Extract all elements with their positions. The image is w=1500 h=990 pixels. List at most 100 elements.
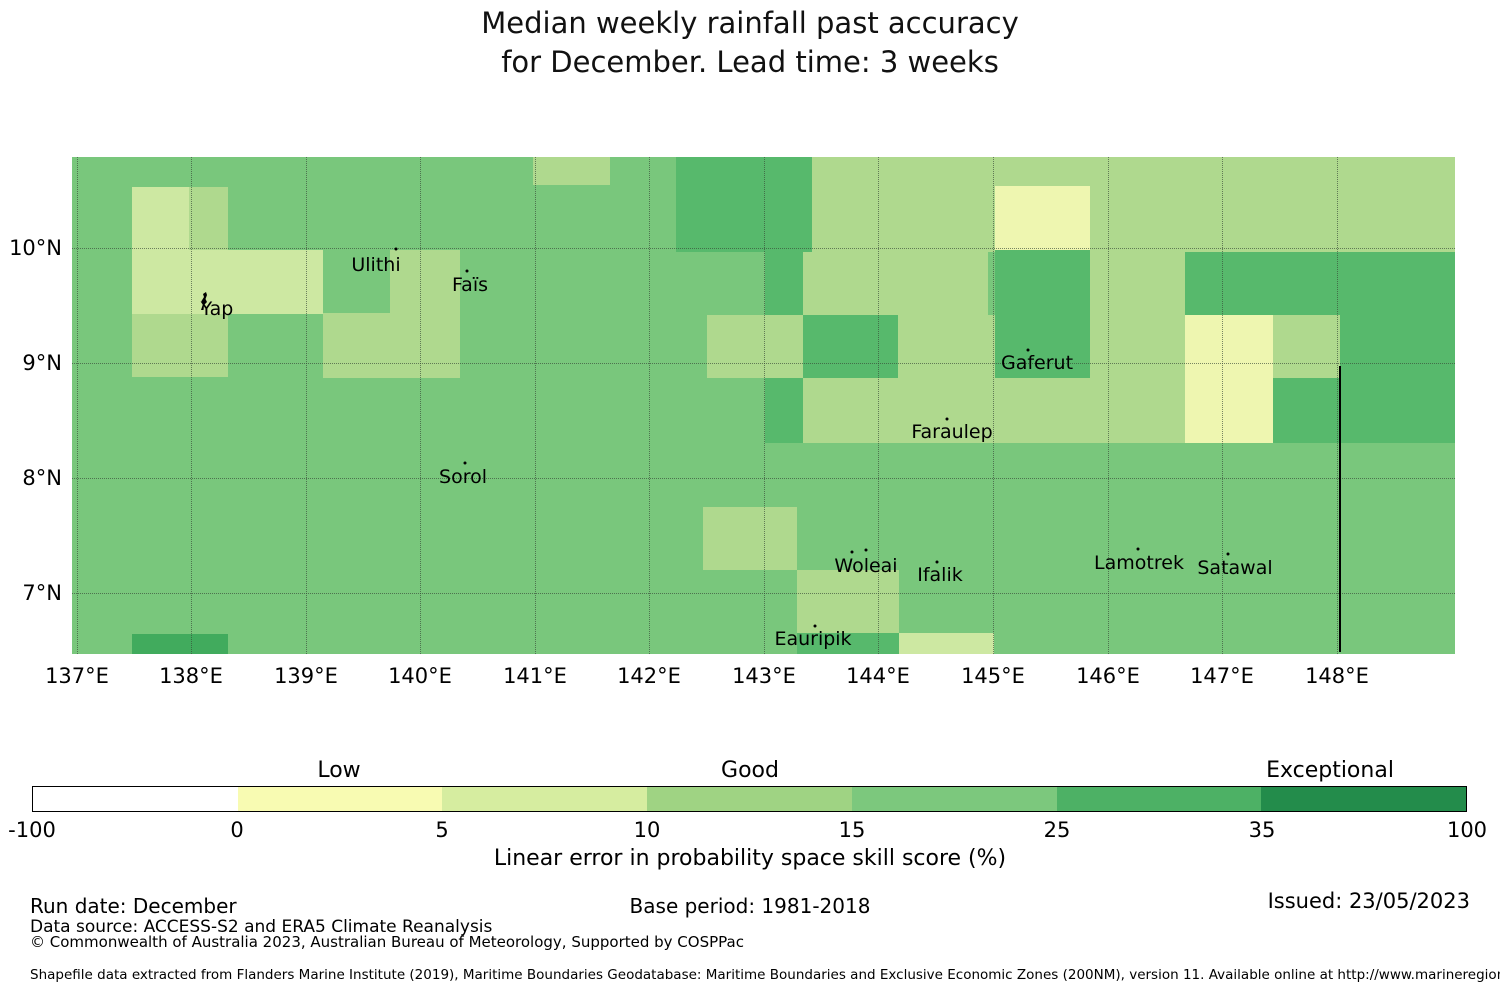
x-tick-label: 143°E xyxy=(732,664,796,688)
island-marker-dot xyxy=(813,624,817,628)
island-marker-dot xyxy=(945,417,949,421)
map-cell-bin-10-15 xyxy=(189,187,228,250)
footer-run-date: Run date: December xyxy=(30,894,237,918)
map-cell-bin-10-15 xyxy=(803,378,1185,443)
colorbar-category-good: Good xyxy=(721,758,779,783)
colorbar-category-exceptional: Exceptional xyxy=(1266,758,1394,783)
colorbar-segment-4 xyxy=(851,787,1057,811)
meridian-gridline xyxy=(420,157,421,654)
map-cell-bin-10-15 xyxy=(1273,315,1340,378)
meridian-gridline xyxy=(993,157,994,654)
meridian-gridline xyxy=(1108,157,1109,654)
footer-data-source: Data source: ACCESS-S2 and ERA5 Climate … xyxy=(30,917,493,937)
colorbar-tick-label: 10 xyxy=(633,818,661,842)
colorbar-tick-label: 25 xyxy=(1043,818,1071,842)
colorbar-segment-6 xyxy=(1261,787,1466,811)
map-cell-bin-0-5 xyxy=(1185,315,1273,443)
colorbar-category-low: Low xyxy=(317,758,361,783)
island-marker-dot xyxy=(465,269,469,273)
map-cell-bin-25-35 xyxy=(1340,315,1455,378)
map-cell-bin-25-35 xyxy=(676,157,812,252)
colorbar-tick-label: -100 xyxy=(8,818,56,842)
x-tick-label: 148°E xyxy=(1305,664,1369,688)
map-cell-bin-10-15 xyxy=(797,570,899,633)
map-cell-bin-5-10 xyxy=(132,187,189,250)
map-cell-bin-10-15 xyxy=(803,252,988,315)
meridian-gridline xyxy=(1337,157,1338,654)
island-marker-dot xyxy=(1026,348,1030,352)
chart-title: Median weekly rainfall past accuracy for… xyxy=(0,4,1500,82)
chart-title-line1: Median weekly rainfall past accuracy xyxy=(481,6,1019,40)
island-label-ifalik: Ifalik xyxy=(917,564,963,586)
map-cell-bin-25-35 xyxy=(1273,378,1455,443)
x-tick-label: 139°E xyxy=(274,664,338,688)
footer-issued: Issued: 23/05/2023 xyxy=(1267,889,1470,913)
map-cell-bin-25-35 xyxy=(797,633,899,654)
meridian-gridline xyxy=(77,157,78,654)
island-label-faraulep: Faraulep xyxy=(911,421,993,443)
map-cell-bin-25-35 xyxy=(1185,252,1455,315)
map-cell-bin-5-10 xyxy=(132,250,323,314)
meridian-gridline xyxy=(191,157,192,654)
map-cell-bin-10-15 xyxy=(323,313,460,378)
footer-base-period: Base period: 1981-2018 xyxy=(629,894,871,918)
meridian-gridline xyxy=(1222,157,1223,654)
meridian-gridline xyxy=(649,157,650,654)
eez-boundary-line xyxy=(1339,366,1341,652)
map-cell-bin-10-15 xyxy=(390,250,460,313)
map-cell-bin-10-15 xyxy=(898,315,995,380)
map-cell-bin-0-5 xyxy=(995,186,1090,250)
x-tick-label: 146°E xyxy=(1076,664,1140,688)
x-tick-label: 142°E xyxy=(617,664,681,688)
island-marker-dot xyxy=(394,247,398,251)
colorbar-segment-2 xyxy=(442,787,648,811)
island-label-woleai: Woleai xyxy=(834,555,898,577)
colorbar-tick-label: 15 xyxy=(838,818,866,842)
x-tick-label: 147°E xyxy=(1190,664,1254,688)
map-cell-bin-10-15 xyxy=(703,507,797,570)
chart-title-line2: for December. Lead time: 3 weeks xyxy=(501,45,999,79)
meridian-gridline xyxy=(535,157,536,654)
map-cell-bin-35-100 xyxy=(132,634,228,654)
island-marker-dot xyxy=(935,560,939,564)
colorbar-segment-0 xyxy=(33,787,238,811)
y-tick-label: 10°N xyxy=(9,236,62,260)
island-marker-dot xyxy=(864,548,868,552)
parallel-gridline xyxy=(72,248,1455,249)
colorbar-tick-label: 35 xyxy=(1248,818,1276,842)
meridian-gridline xyxy=(764,157,765,654)
map-cell-bin-10-15 xyxy=(707,315,803,378)
footer-shapefile-note: Shapefile data extracted from Flanders M… xyxy=(30,967,1500,983)
footer-copyright: © Commonwealth of Australia 2023, Austra… xyxy=(30,933,744,951)
x-tick-label: 137°E xyxy=(45,664,109,688)
meridian-gridline xyxy=(306,157,307,654)
island-label-satawal: Satawal xyxy=(1197,557,1273,579)
colorbar-tick-label: 5 xyxy=(435,818,449,842)
map-cell-bin-10-15 xyxy=(1090,252,1185,378)
colorbar xyxy=(32,786,1467,812)
island-label-faïs: Faïs xyxy=(451,274,489,296)
island-label-ulithi: Ulithi xyxy=(351,254,401,276)
colorbar-axis-label: Linear error in probability space skill … xyxy=(493,846,1007,871)
colorbar-segment-5 xyxy=(1056,787,1262,811)
y-tick-label: 8°N xyxy=(22,466,62,490)
map-cell-bin-25-35 xyxy=(803,315,898,378)
island-label-lamotrek: Lamotrek xyxy=(1094,552,1184,574)
colorbar-segment-1 xyxy=(237,787,443,811)
map-cell-bin-10-15 xyxy=(132,314,228,377)
island-label-yap: Yap xyxy=(200,298,234,320)
x-tick-label: 141°E xyxy=(503,664,567,688)
island-label-gaferut: Gaferut xyxy=(1000,352,1074,374)
x-tick-label: 144°E xyxy=(846,664,910,688)
map-cell-bin-25-35 xyxy=(995,250,1090,380)
x-tick-label: 140°E xyxy=(388,664,452,688)
colorbar-tick-label: 0 xyxy=(230,818,244,842)
map-canvas: Yap Ulithi Faïs Sorol Gaferut Faraulep Woleai I… xyxy=(72,157,1455,654)
map-cell-bin-10-15 xyxy=(533,157,610,185)
island-marker-dot xyxy=(1226,552,1230,556)
island-marker-dot xyxy=(463,461,467,465)
colorbar-tick-label: 100 xyxy=(1446,818,1488,842)
parallel-gridline xyxy=(72,363,1455,364)
y-tick-label: 7°N xyxy=(22,581,62,605)
x-tick-label: 138°E xyxy=(159,664,223,688)
